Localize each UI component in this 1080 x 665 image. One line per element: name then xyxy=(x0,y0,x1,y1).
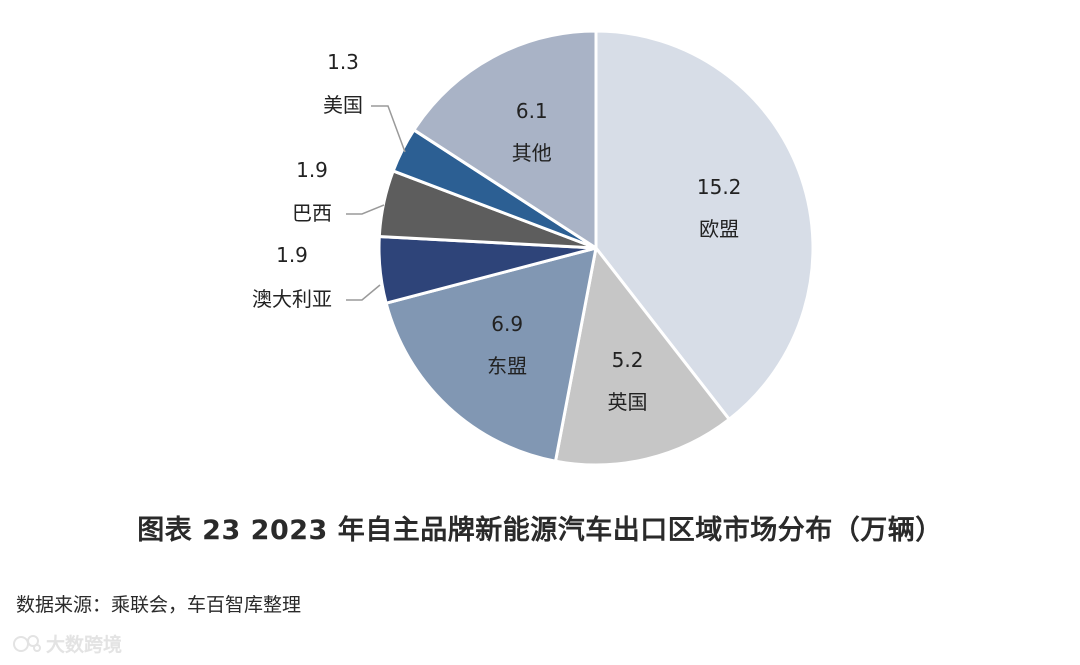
slice-labels: 15.2 欧盟 5.2 英国 6.9 东盟 1.9 澳大利亚 1.9 巴西 1.3 美国 6.1 其他 xyxy=(252,50,741,414)
slice-澳大利亚-value-label: 1.9 xyxy=(276,243,308,267)
slice-东盟-value-label: 6.9 xyxy=(491,312,523,336)
pie-slices xyxy=(377,29,815,467)
slice-澳大利亚-category-label: 澳大利亚 xyxy=(252,287,332,311)
slice-巴西-value-label: 1.9 xyxy=(296,158,328,182)
slice-英国-value-label: 5.2 xyxy=(612,348,644,372)
slice-美国-category-label: 美国 xyxy=(323,93,363,117)
slice-巴西-leader-line xyxy=(346,204,385,215)
slice-其他-category-label: 其他 xyxy=(512,141,552,165)
slice-澳大利亚-leader-line xyxy=(346,284,381,301)
slice-美国-leader-line xyxy=(371,105,406,153)
slice-欧盟-value-label: 15.2 xyxy=(697,175,742,199)
data-source-note: 数据来源：乘联会，车百智库整理 xyxy=(16,594,302,616)
slice-东盟-category-label: 东盟 xyxy=(487,354,527,378)
slice-欧盟-wedge xyxy=(594,29,815,421)
watermark-logo-icon xyxy=(13,634,41,652)
slice-欧盟-category-label: 欧盟 xyxy=(699,217,739,241)
slice-巴西-category-label: 巴西 xyxy=(292,201,332,225)
slice-英国-category-label: 英国 xyxy=(608,390,648,414)
slice-东盟-wedge xyxy=(384,246,598,463)
pie-chart: 15.2 欧盟 5.2 英国 6.9 东盟 1.9 澳大利亚 1.9 巴西 1.3 美国 6.1 其他 xyxy=(252,29,815,467)
slice-其他-value-label: 6.1 xyxy=(516,99,548,123)
slice-英国-wedge xyxy=(554,246,731,467)
chart-caption: 图表 23 2023 年自主品牌新能源汽车出口区域市场分布（万辆） xyxy=(137,515,943,546)
slice-其他-wedge xyxy=(412,29,598,250)
watermark: 大数跨境 xyxy=(12,630,122,657)
leader-lines xyxy=(346,105,406,301)
slice-美国-value-label: 1.3 xyxy=(327,50,359,74)
watermark-text: 大数跨境 xyxy=(46,634,123,656)
